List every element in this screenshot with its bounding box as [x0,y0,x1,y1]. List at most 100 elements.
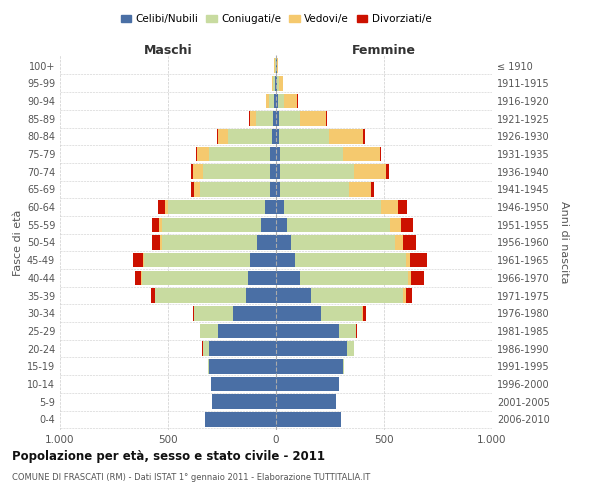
Bar [266,94,269,108]
Bar [196,147,197,162]
Bar [265,200,276,214]
Bar [276,147,280,162]
Bar [406,288,412,303]
Bar [398,200,407,214]
Bar [380,147,382,162]
Bar [209,359,276,374]
Bar [276,342,347,356]
Bar [209,147,269,162]
Bar [142,270,248,285]
Bar [300,270,408,285]
Bar [269,147,276,162]
Bar [276,394,337,409]
Bar [364,306,365,320]
Bar [151,288,155,303]
Bar [211,377,276,392]
Bar [278,94,284,108]
Bar [403,235,416,250]
Bar [203,164,269,179]
Bar [269,164,276,179]
Bar [193,306,194,320]
Bar [276,218,287,232]
Bar [364,129,365,144]
Bar [275,76,276,90]
Bar [410,253,427,268]
Bar [203,342,209,356]
Bar [276,94,278,108]
Bar [209,342,276,356]
Bar [133,253,143,268]
Bar [135,270,142,285]
Bar [248,270,276,285]
Bar [194,182,200,196]
Bar [371,182,374,196]
Bar [276,76,277,90]
Bar [158,200,165,214]
Bar [257,235,276,250]
Bar [272,129,276,144]
Bar [144,253,250,268]
Bar [356,324,357,338]
Bar [362,306,364,320]
Bar [276,182,280,196]
Bar [250,253,276,268]
Bar [160,235,161,250]
Bar [322,306,362,320]
Bar [300,112,326,126]
Bar [155,288,246,303]
Bar [160,218,161,232]
Bar [233,306,276,320]
Bar [161,218,261,232]
Bar [276,306,322,320]
Bar [403,288,406,303]
Bar [256,112,274,126]
Bar [276,253,295,268]
Bar [269,94,274,108]
Bar [218,324,276,338]
Bar [217,129,218,144]
Bar [218,129,229,144]
Bar [191,164,193,179]
Bar [161,235,257,250]
Bar [272,76,273,90]
Bar [276,377,338,392]
Bar [246,288,276,303]
Bar [381,200,398,214]
Bar [208,359,209,374]
Bar [269,182,276,196]
Bar [329,129,364,144]
Bar [326,112,327,126]
Bar [279,129,329,144]
Bar [197,147,209,162]
Bar [287,218,391,232]
Bar [276,288,311,303]
Bar [250,112,256,126]
Y-axis label: Anni di nascita: Anni di nascita [559,201,569,284]
Bar [311,288,403,303]
Bar [229,129,272,144]
Bar [277,58,278,73]
Bar [276,359,343,374]
Bar [284,200,381,214]
Bar [276,235,291,250]
Bar [386,164,389,179]
Bar [276,112,278,126]
Bar [277,76,279,90]
Bar [200,324,218,338]
Bar [165,200,168,214]
Bar [191,182,194,196]
Bar [193,164,203,179]
Bar [411,270,424,285]
Bar [276,129,279,144]
Bar [349,182,371,196]
Text: Popolazione per età, sesso e stato civile - 2011: Popolazione per età, sesso e stato civil… [12,450,325,463]
Bar [273,76,275,90]
Bar [194,306,233,320]
Bar [347,342,354,356]
Bar [152,218,160,232]
Bar [354,164,386,179]
Bar [276,58,277,73]
Bar [284,94,297,108]
Text: Maschi: Maschi [143,44,193,57]
Bar [261,218,276,232]
